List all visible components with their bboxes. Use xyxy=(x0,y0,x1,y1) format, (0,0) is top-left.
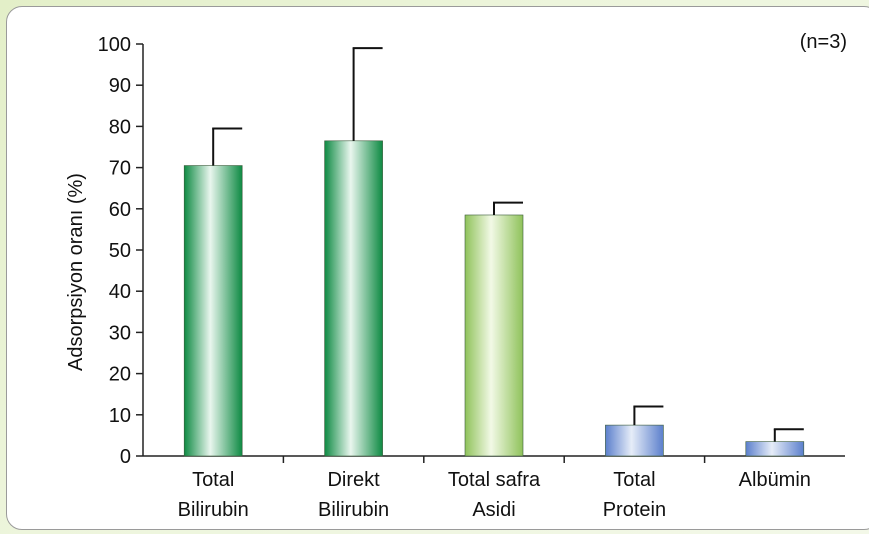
x-category-label: Protein xyxy=(603,499,666,521)
x-category-label: Bilirubin xyxy=(318,499,389,521)
bar xyxy=(605,424,664,457)
y-tick-label: 60 xyxy=(109,199,131,221)
sample-size-note: (n=3) xyxy=(800,31,847,53)
chart-panel xyxy=(6,6,869,530)
y-tick-label: 20 xyxy=(109,364,131,386)
y-tick-label: 70 xyxy=(109,158,131,180)
x-category-label: Total safra xyxy=(448,469,541,491)
y-tick-label: 90 xyxy=(109,75,131,97)
y-tick-label: 30 xyxy=(109,322,131,344)
labels: Total Bilirubin Direkt Bilirubin Total safra… xyxy=(178,469,811,521)
y-tick-label: 100 xyxy=(98,34,131,56)
bar xyxy=(464,214,524,457)
y-tick-label: 10 xyxy=(109,405,131,427)
y-tick-label: 80 xyxy=(109,116,131,138)
bar xyxy=(745,441,805,457)
error-bars xyxy=(212,47,804,442)
bar xyxy=(183,165,243,457)
bar xyxy=(324,140,383,457)
x-category-label: Total xyxy=(192,469,234,491)
x-category-label: Asidi xyxy=(472,499,515,521)
x-category-label: Direkt xyxy=(327,469,380,491)
x-category-label: Albümin xyxy=(739,469,811,491)
y-tick-label: 0 xyxy=(120,446,131,468)
bars xyxy=(183,140,805,457)
y-tick-label: 50 xyxy=(109,240,131,262)
y-axis-label: Adsorpsiyon oranı (%) xyxy=(65,173,87,371)
x-category-label: Bilirubin xyxy=(178,499,249,521)
y-tick-label: 40 xyxy=(109,281,131,303)
x-category-label: Total xyxy=(613,469,655,491)
